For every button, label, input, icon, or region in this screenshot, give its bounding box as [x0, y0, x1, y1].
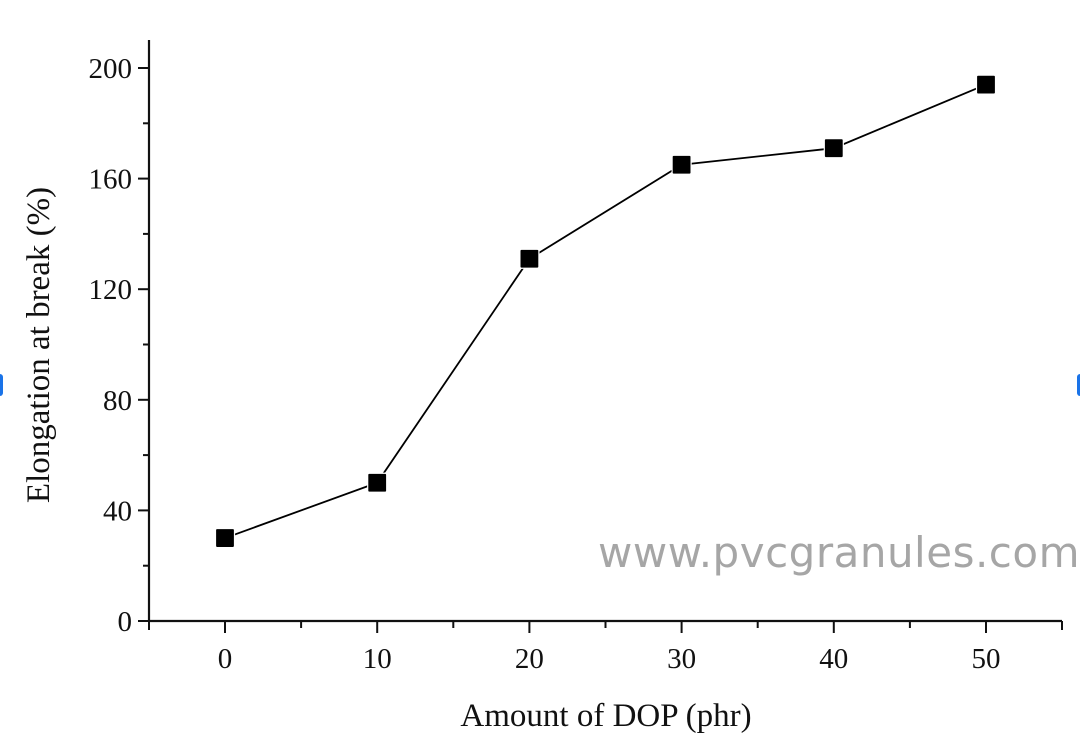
y-axis-title: Elongation at break (%) [21, 187, 57, 503]
data-point-square-marker [975, 74, 997, 95]
x-tick-label: 20 [515, 643, 544, 675]
x-tick-label: 50 [972, 643, 1001, 675]
series-line [224, 83, 987, 539]
left-edge-indicator [0, 374, 3, 396]
y-tick-label: 120 [89, 274, 133, 306]
y-tick-label: 40 [103, 495, 132, 527]
data-point-square-marker [671, 154, 692, 175]
data-point-square-marker [367, 472, 388, 493]
x-axis-title: Amount of DOP (phr) [460, 698, 751, 734]
x-tick-label: 30 [667, 643, 696, 675]
y-tick-label: 200 [89, 53, 133, 85]
data-point-square-marker [519, 248, 540, 269]
x-axis-ticks: 0 10 20 30 40 50 [218, 621, 1001, 675]
watermark-text: www.pvcgranules.com [598, 528, 1080, 577]
y-axis-ticks: 0 40 80 120 160 200 [89, 53, 149, 638]
x-tick-label: 0 [218, 643, 233, 675]
y-tick-label: 160 [89, 164, 133, 196]
data-point-square-marker [823, 138, 844, 159]
y-tick-label: 0 [118, 606, 133, 638]
right-edge-indicator [1077, 374, 1080, 396]
y-tick-label: 80 [103, 385, 132, 417]
x-tick-label: 10 [363, 643, 392, 675]
data-point-square-marker [214, 527, 236, 549]
x-tick-label: 40 [819, 643, 848, 675]
data-series [214, 74, 997, 549]
